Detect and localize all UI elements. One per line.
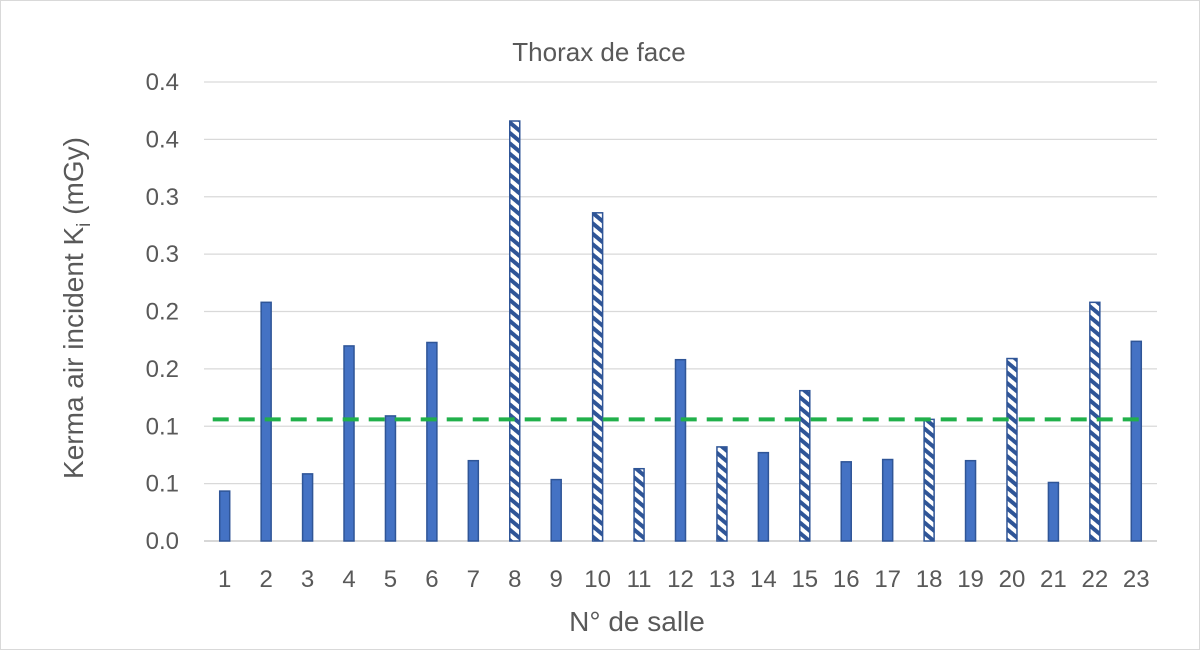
x-tick-label: 18 [916, 566, 943, 593]
x-tick-label: 8 [508, 566, 521, 593]
x-tick-label: 22 [1081, 566, 1108, 593]
bar [218, 490, 231, 542]
x-tick-label: 7 [467, 566, 480, 593]
y-axis-ticks: 0.0 0.1 0.1 0.2 0.2 0.3 0.3 0.4 0.4 [146, 69, 179, 555]
x-tick-label: 12 [667, 566, 694, 593]
gridlines [204, 81, 1157, 542]
x-tick-label: 2 [259, 566, 272, 593]
bar [343, 345, 355, 542]
x-tick-label: 6 [425, 566, 438, 593]
x-tick-label: 20 [999, 566, 1026, 593]
bar [1089, 301, 1101, 542]
y-tick-label: 0.1 [146, 413, 179, 440]
y-axis-label-main: Kerma air incident K [58, 227, 89, 479]
bar [964, 459, 977, 542]
bar [301, 473, 314, 542]
bar [840, 461, 852, 542]
bar [1130, 340, 1143, 542]
x-tick-label: 3 [301, 566, 314, 593]
x-tick-label: 21 [1040, 566, 1067, 593]
bar [384, 415, 397, 542]
bar [467, 459, 480, 542]
bars [218, 120, 1143, 542]
y-tick-label: 0.1 [146, 471, 179, 498]
y-tick-label: 0.4 [146, 126, 179, 153]
x-tick-label: 5 [384, 566, 397, 593]
chart-title: Thorax de face [512, 37, 685, 67]
y-axis-label-unit: (mGy) [58, 137, 89, 223]
x-tick-label: 4 [342, 566, 355, 593]
x-tick-label: 13 [709, 566, 736, 593]
x-tick-label: 1 [218, 566, 231, 593]
bar [881, 458, 894, 542]
bar [674, 358, 687, 542]
y-tick-label: 0.4 [146, 69, 179, 96]
x-tick-label: 23 [1123, 566, 1150, 593]
bar [633, 467, 645, 542]
bar [550, 478, 562, 542]
y-axis-label-subscript: i [74, 223, 95, 227]
bar [716, 446, 728, 542]
bar [426, 341, 438, 542]
bar [1006, 357, 1018, 542]
bar [591, 212, 604, 542]
y-tick-label: 0.0 [146, 528, 179, 555]
x-tick-label: 17 [874, 566, 901, 593]
y-tick-label: 0.2 [146, 356, 179, 383]
x-tick-label: 14 [750, 566, 777, 593]
bar [799, 389, 811, 542]
bar [757, 451, 770, 542]
bar [509, 120, 521, 542]
y-tick-label: 0.2 [146, 299, 179, 326]
x-tick-label: 15 [791, 566, 818, 593]
x-tick-label: 19 [957, 566, 984, 593]
x-tick-label: 11 [627, 566, 652, 593]
x-tick-label: 16 [833, 566, 860, 593]
y-tick-label: 0.3 [146, 184, 179, 211]
x-tick-label: 10 [584, 566, 611, 593]
bar [260, 301, 272, 542]
x-tick-label: 9 [550, 566, 563, 593]
x-axis-label: N° de salle [569, 606, 705, 637]
y-axis-label: Kerma air incident Ki (mGy) [58, 137, 95, 479]
bar [923, 418, 935, 542]
bar [1047, 481, 1060, 542]
x-axis-ticks: 1 2 3 4 5 6 7 8 9 10 11 12 13 14 15 16 17 18 19 20 21 22 23 [218, 566, 1150, 593]
y-tick-label: 0.3 [146, 241, 179, 268]
